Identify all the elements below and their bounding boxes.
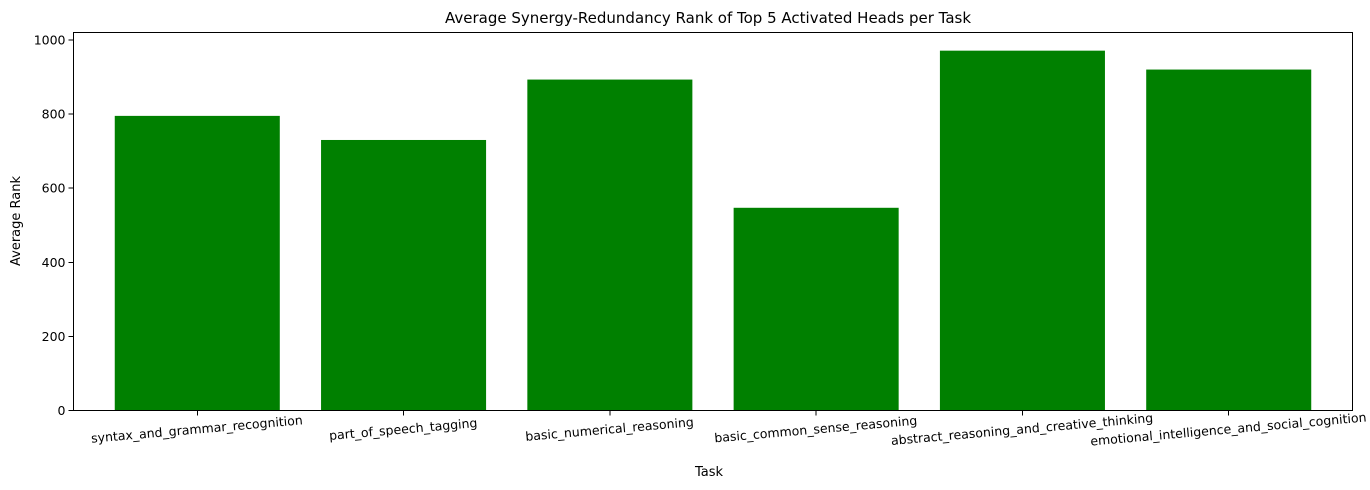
y-axis: 0 200 400 600 800 1000 [34, 32, 74, 418]
plot-frame [73, 32, 1353, 411]
x-tick-label: part_of_speech_tagging [328, 415, 478, 443]
y-axis-label: Average Rank [9, 176, 24, 266]
y-tick-label: 400 [42, 255, 66, 270]
y-tick-label: 0 [58, 403, 66, 418]
bar-abstract_reasoning_and_creative_thinking [939, 50, 1105, 411]
bar-basic_numerical_reasoning [527, 79, 693, 411]
chart-title: Average Synergy-Redundancy Rank of Top 5… [445, 9, 971, 27]
bars-group [114, 50, 1312, 411]
bar-syntax_and_grammar_recognition [114, 115, 280, 411]
bar-basic_common_sense_reasoning [733, 207, 899, 411]
x-tick-label: basic_common_sense_reasoning [714, 413, 918, 446]
x-axis-label: Task [694, 465, 724, 480]
y-tick-label: 200 [42, 329, 66, 344]
bar-emotional_intelligence_and_social_cognition [1146, 69, 1312, 411]
y-tick-label: 600 [42, 181, 66, 196]
y-tick-label: 800 [42, 107, 66, 122]
bar-part_of_speech_tagging [321, 139, 487, 411]
x-axis: syntax_and_grammar_recognition part_of_sp… [90, 409, 1367, 448]
y-tick-label: 1000 [34, 32, 66, 47]
x-tick-label: syntax_and_grammar_recognition [90, 412, 303, 445]
x-tick-label: basic_numerical_reasoning [525, 414, 695, 444]
